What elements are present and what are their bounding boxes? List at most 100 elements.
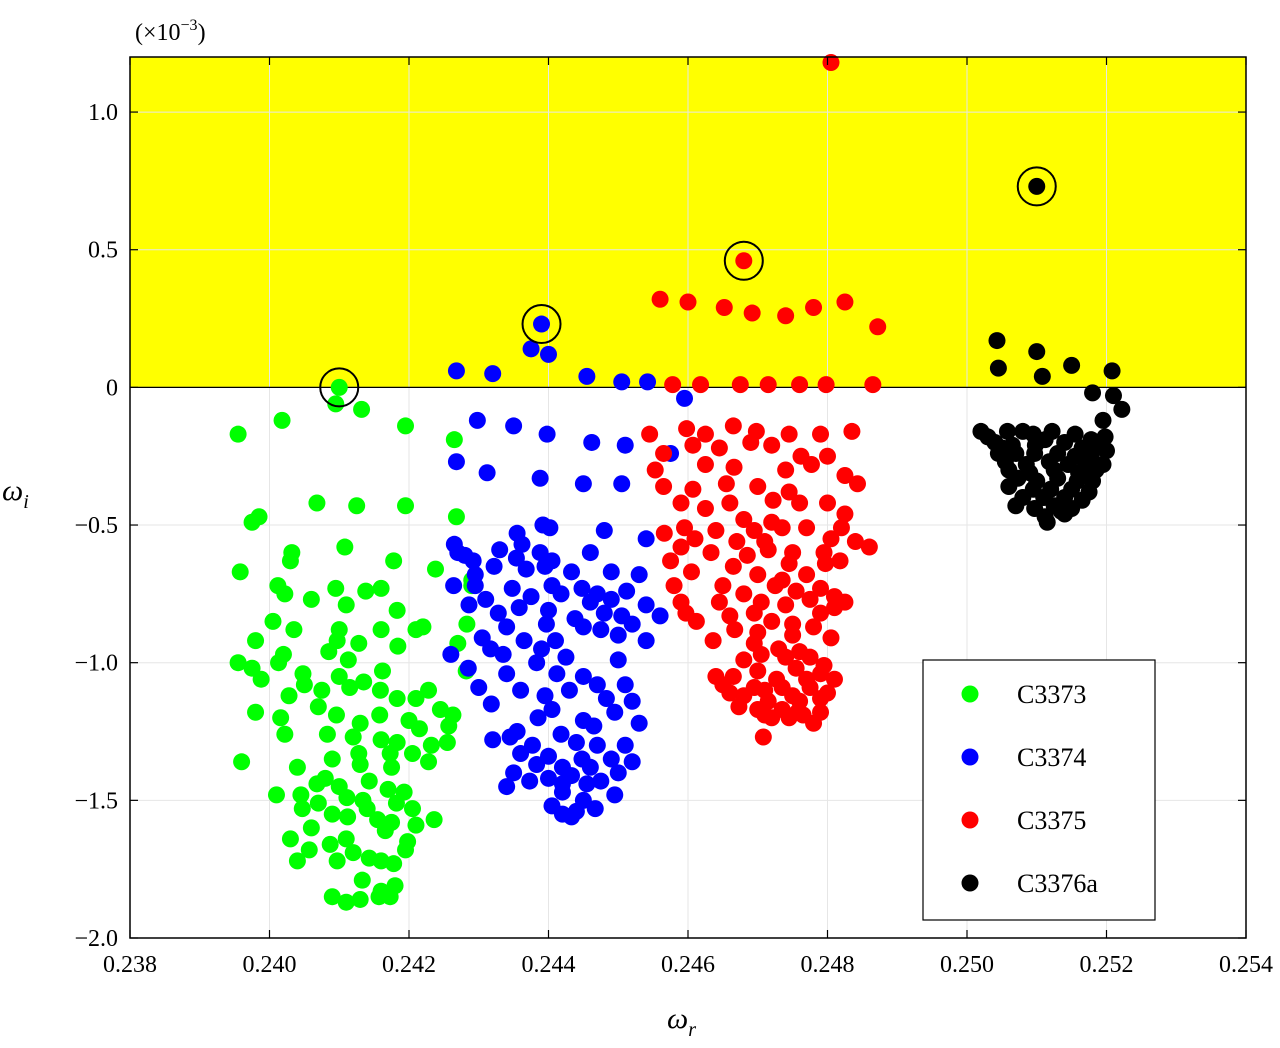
point-c3376a [1084, 384, 1102, 402]
x-axis-ticks: 0.238 0.240 0.242 0.244 0.246 0.248 0.250 0.252… [103, 57, 1273, 978]
point-c3375 [777, 307, 795, 325]
point-c3373 [273, 411, 291, 429]
point-c3373 [351, 890, 369, 908]
point-c3375 [714, 577, 732, 595]
point-c3376a [1000, 477, 1018, 495]
y-tick-label: −2.0 [74, 926, 118, 952]
point-c3375 [707, 522, 725, 540]
legend-marker-c3376a [961, 874, 979, 892]
point-c3374 [531, 469, 549, 487]
point-c3373 [357, 582, 375, 600]
point-c3375 [812, 665, 830, 683]
point-c3375 [822, 54, 840, 72]
point-c3374 [602, 750, 620, 768]
point-c3374 [583, 433, 601, 451]
x-tick-label: 0.238 [103, 952, 157, 978]
point-c3375 [780, 709, 798, 727]
point-c3373 [229, 654, 247, 672]
point-c3373 [243, 513, 261, 531]
point-c3376a [1103, 362, 1121, 380]
point-c3374 [442, 645, 460, 663]
point-c3375 [784, 626, 802, 644]
point-c3373 [353, 400, 371, 418]
point-c3374 [637, 530, 655, 548]
point-c3373 [281, 830, 299, 848]
point-c3375 [702, 544, 720, 562]
x-tick-label: 0.254 [1219, 952, 1273, 978]
point-c3375 [724, 417, 742, 435]
point-c3375 [704, 632, 722, 650]
point-c3374 [595, 604, 613, 622]
point-c3375 [805, 299, 823, 317]
point-c3375 [676, 519, 694, 537]
point-c3373 [397, 417, 415, 435]
point-c3374 [540, 769, 557, 787]
point-c3374 [503, 579, 521, 597]
point-c3375 [794, 706, 812, 724]
point-c3375 [780, 425, 798, 443]
highlight-ring-c3376a [1016, 166, 1057, 207]
point-c3373 [327, 579, 345, 597]
point-c3375 [825, 599, 843, 617]
point-c3373 [425, 811, 443, 829]
point-c3375 [836, 505, 854, 523]
point-c3375 [724, 557, 742, 575]
point-c3374 [651, 607, 669, 625]
point-c3374 [491, 541, 509, 559]
point-c3374 [447, 453, 465, 471]
point-c3375 [756, 706, 774, 724]
point-c3374 [505, 764, 523, 782]
point-c3375 [836, 466, 854, 484]
point-c3373 [231, 563, 249, 581]
point-c3374 [468, 411, 486, 429]
point-c3375 [816, 555, 834, 573]
point-c3376a [1052, 502, 1070, 520]
point-c3373 [323, 888, 341, 906]
y-axis-ticks: −2.0 −1.5 −1.0 −0.5 0 0.5 1.0 [74, 100, 1246, 952]
point-c3373 [440, 717, 458, 735]
point-c3373 [351, 756, 369, 774]
point-c3373 [373, 662, 391, 680]
highlight-point-c3373 [330, 378, 348, 396]
point-c3373 [292, 786, 310, 804]
x-tick-label: 0.250 [940, 952, 994, 978]
point-c3374 [485, 557, 503, 575]
point-c3374 [498, 778, 516, 796]
point-c3373 [330, 667, 348, 685]
legend-box [922, 659, 1156, 921]
point-c3374 [618, 582, 636, 600]
point-c3373 [341, 678, 359, 696]
point-c3374 [616, 676, 634, 694]
point-c3375 [812, 604, 830, 622]
legend-label-c3376a: C3376a [1017, 869, 1098, 898]
point-c3376a [1094, 411, 1112, 429]
point-c3375 [731, 376, 749, 394]
point-c3375 [726, 621, 744, 639]
point-c3374 [637, 596, 655, 614]
point-c3373 [309, 794, 327, 812]
point-c3375 [743, 304, 761, 322]
point-c3376a [989, 359, 1007, 377]
point-c3374 [553, 783, 571, 801]
legend-label-c3373: C3373 [1017, 680, 1086, 709]
point-c3373 [379, 780, 397, 798]
point-c3375 [777, 461, 795, 479]
point-c3374 [616, 436, 634, 454]
point-c3375 [655, 444, 673, 462]
point-c3373 [302, 819, 320, 837]
point-c3374 [513, 535, 531, 553]
highlight-ring-c3373 [319, 367, 360, 408]
point-c3374 [578, 367, 596, 385]
point-c3373 [376, 822, 394, 840]
point-c3375 [665, 577, 683, 595]
point-c3374 [546, 632, 564, 650]
point-c3373 [309, 698, 327, 716]
point-c3376a [1036, 431, 1054, 449]
point-c3373 [276, 725, 294, 743]
point-c3373 [344, 844, 362, 862]
point-c3375 [692, 376, 710, 394]
point-c3374 [501, 728, 519, 746]
point-c3373 [348, 497, 366, 515]
point-c3373 [285, 621, 303, 639]
